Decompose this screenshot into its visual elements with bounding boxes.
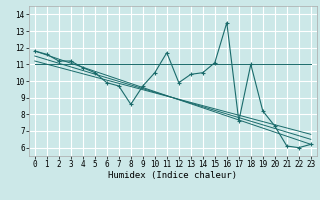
X-axis label: Humidex (Indice chaleur): Humidex (Indice chaleur) [108, 171, 237, 180]
